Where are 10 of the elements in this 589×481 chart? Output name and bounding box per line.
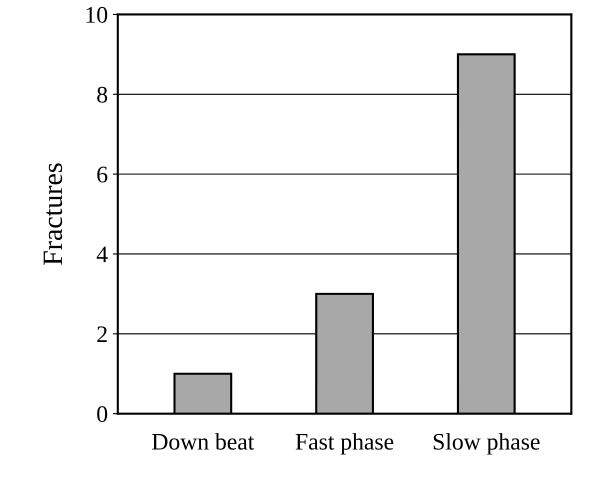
y-axis-title: Fractures xyxy=(44,163,62,265)
y-tick-label: 10 xyxy=(86,6,108,23)
x-tick-label: Slow phase xyxy=(434,433,540,455)
x-tick-label: Fast phase xyxy=(296,433,394,455)
x-tick-label: Down beat xyxy=(152,433,254,450)
y-tick-label: 4 xyxy=(96,246,108,262)
y-tick-label: 2 xyxy=(97,326,107,342)
y-tick-label: 0 xyxy=(97,406,108,422)
y-tick-label: 8 xyxy=(97,86,108,103)
y-tick-label: 6 xyxy=(97,166,108,183)
